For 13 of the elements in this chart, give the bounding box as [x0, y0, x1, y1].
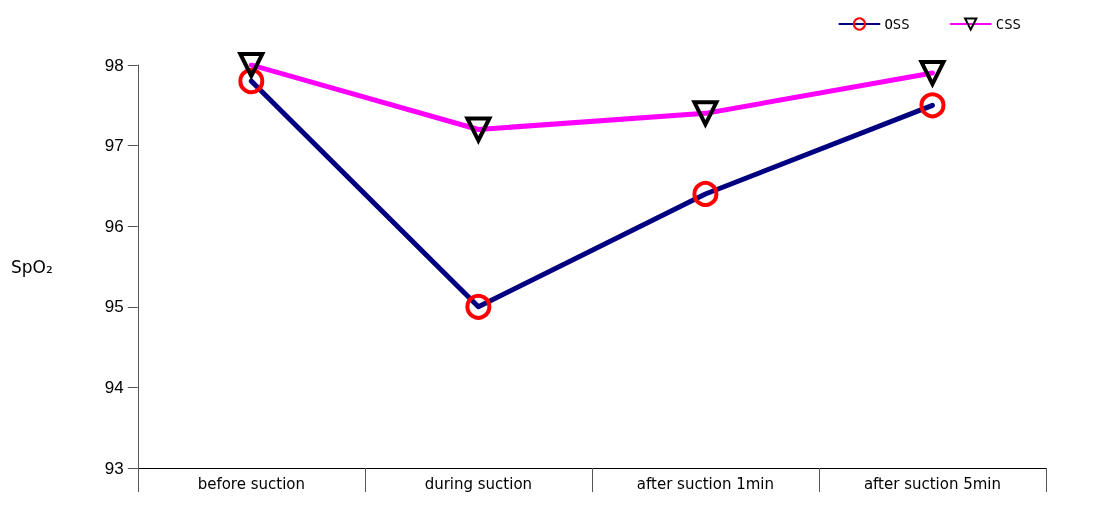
x-tick-label: after suction 1min	[636, 474, 774, 493]
y-tick-label: 97	[104, 136, 124, 156]
y-tick-label: 94	[104, 377, 124, 397]
x-tick-label: after suction 5min	[863, 474, 1002, 493]
y-tick-label: 93	[104, 458, 124, 478]
legend-label: OSS	[884, 16, 910, 32]
legend-label: CSS	[995, 16, 1022, 32]
y-tick-label: 95	[104, 297, 124, 317]
y-axis-title: SpO₂	[11, 256, 53, 277]
x-tick-label: during suction	[424, 474, 533, 493]
x-tick-label: before suction	[197, 474, 305, 493]
y-tick-label: 96	[104, 216, 124, 236]
y-tick-label: 98	[104, 55, 124, 75]
